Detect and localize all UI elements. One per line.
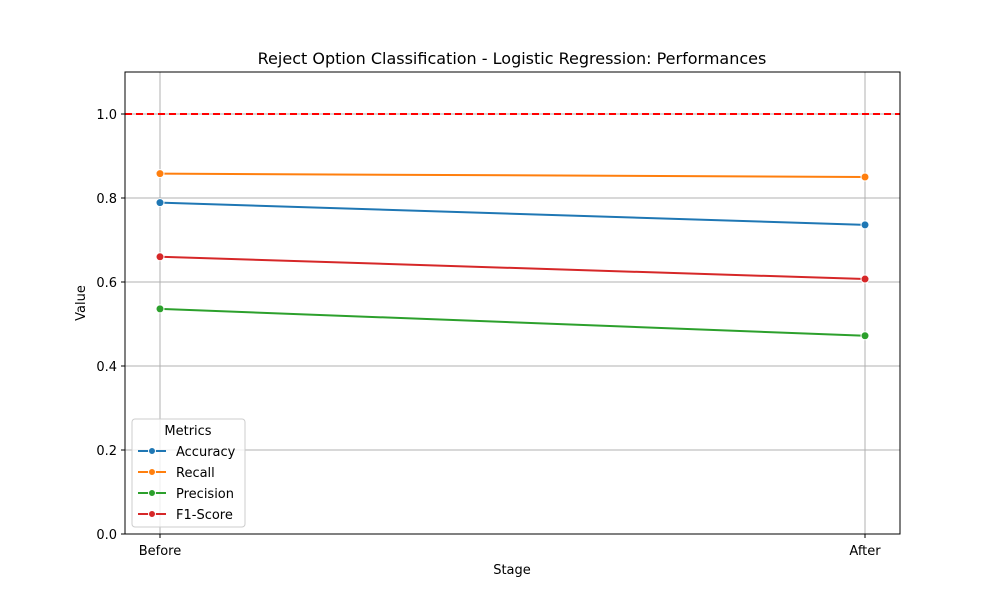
y-tick-label: 0.0 [96, 528, 117, 543]
series-recall [155, 169, 870, 182]
y-tick-label: 0.4 [96, 360, 117, 375]
legend-label: Accuracy [176, 445, 236, 460]
series-accuracy [155, 198, 870, 230]
series-f1-score [155, 252, 870, 284]
legend-item-precision: Precision [138, 487, 234, 502]
series-layer [155, 169, 870, 341]
data-point-accuracy [860, 220, 870, 230]
legend-marker [148, 468, 156, 476]
y-axis-label: Value [74, 285, 89, 321]
chart-title: Reject Option Classification - Logistic … [258, 49, 767, 68]
x-tick-label: After [849, 544, 881, 559]
y-tick-label: 1.0 [96, 108, 117, 123]
x-axis-label: Stage [493, 563, 531, 578]
series-precision [155, 304, 870, 341]
legend-label: Recall [176, 466, 215, 481]
legend-marker [148, 489, 156, 497]
legend-item-accuracy: Accuracy [138, 445, 236, 460]
data-point-f1-score [155, 252, 165, 262]
series-line-precision [159, 307, 866, 337]
legend-label: Precision [176, 487, 234, 502]
legend: Metrics Accuracy Recall Precision F1-Score [131, 418, 246, 528]
series-line-accuracy [159, 201, 866, 226]
data-point-precision [155, 304, 165, 314]
y-axis-ticks: 0.0 0.2 0.4 0.6 0.8 1.0 [96, 108, 125, 543]
data-point-precision [860, 331, 870, 341]
plot-area-frame [124, 71, 901, 535]
legend-marker [148, 447, 156, 455]
legend-item-recall: Recall [138, 466, 215, 481]
data-point-recall [155, 169, 165, 179]
legend-items: Accuracy Recall Precision F1-Score [138, 445, 236, 523]
series-line-f1-score [159, 255, 866, 281]
data-point-accuracy [155, 198, 165, 208]
y-tick-label: 0.8 [96, 192, 117, 207]
legend-box [131, 418, 246, 528]
series-line-recall [159, 172, 866, 178]
data-point-f1-score [860, 274, 870, 284]
legend-title: Metrics [164, 424, 211, 439]
x-axis-ticks: Before After [139, 534, 881, 559]
legend-label: F1-Score [176, 508, 233, 523]
x-tick-label: Before [139, 544, 182, 559]
legend-item-f1-score: F1-Score [138, 508, 233, 523]
y-tick-label: 0.6 [96, 276, 117, 291]
data-point-recall [860, 172, 870, 182]
legend-marker [148, 510, 156, 518]
y-tick-label: 0.2 [96, 444, 117, 459]
